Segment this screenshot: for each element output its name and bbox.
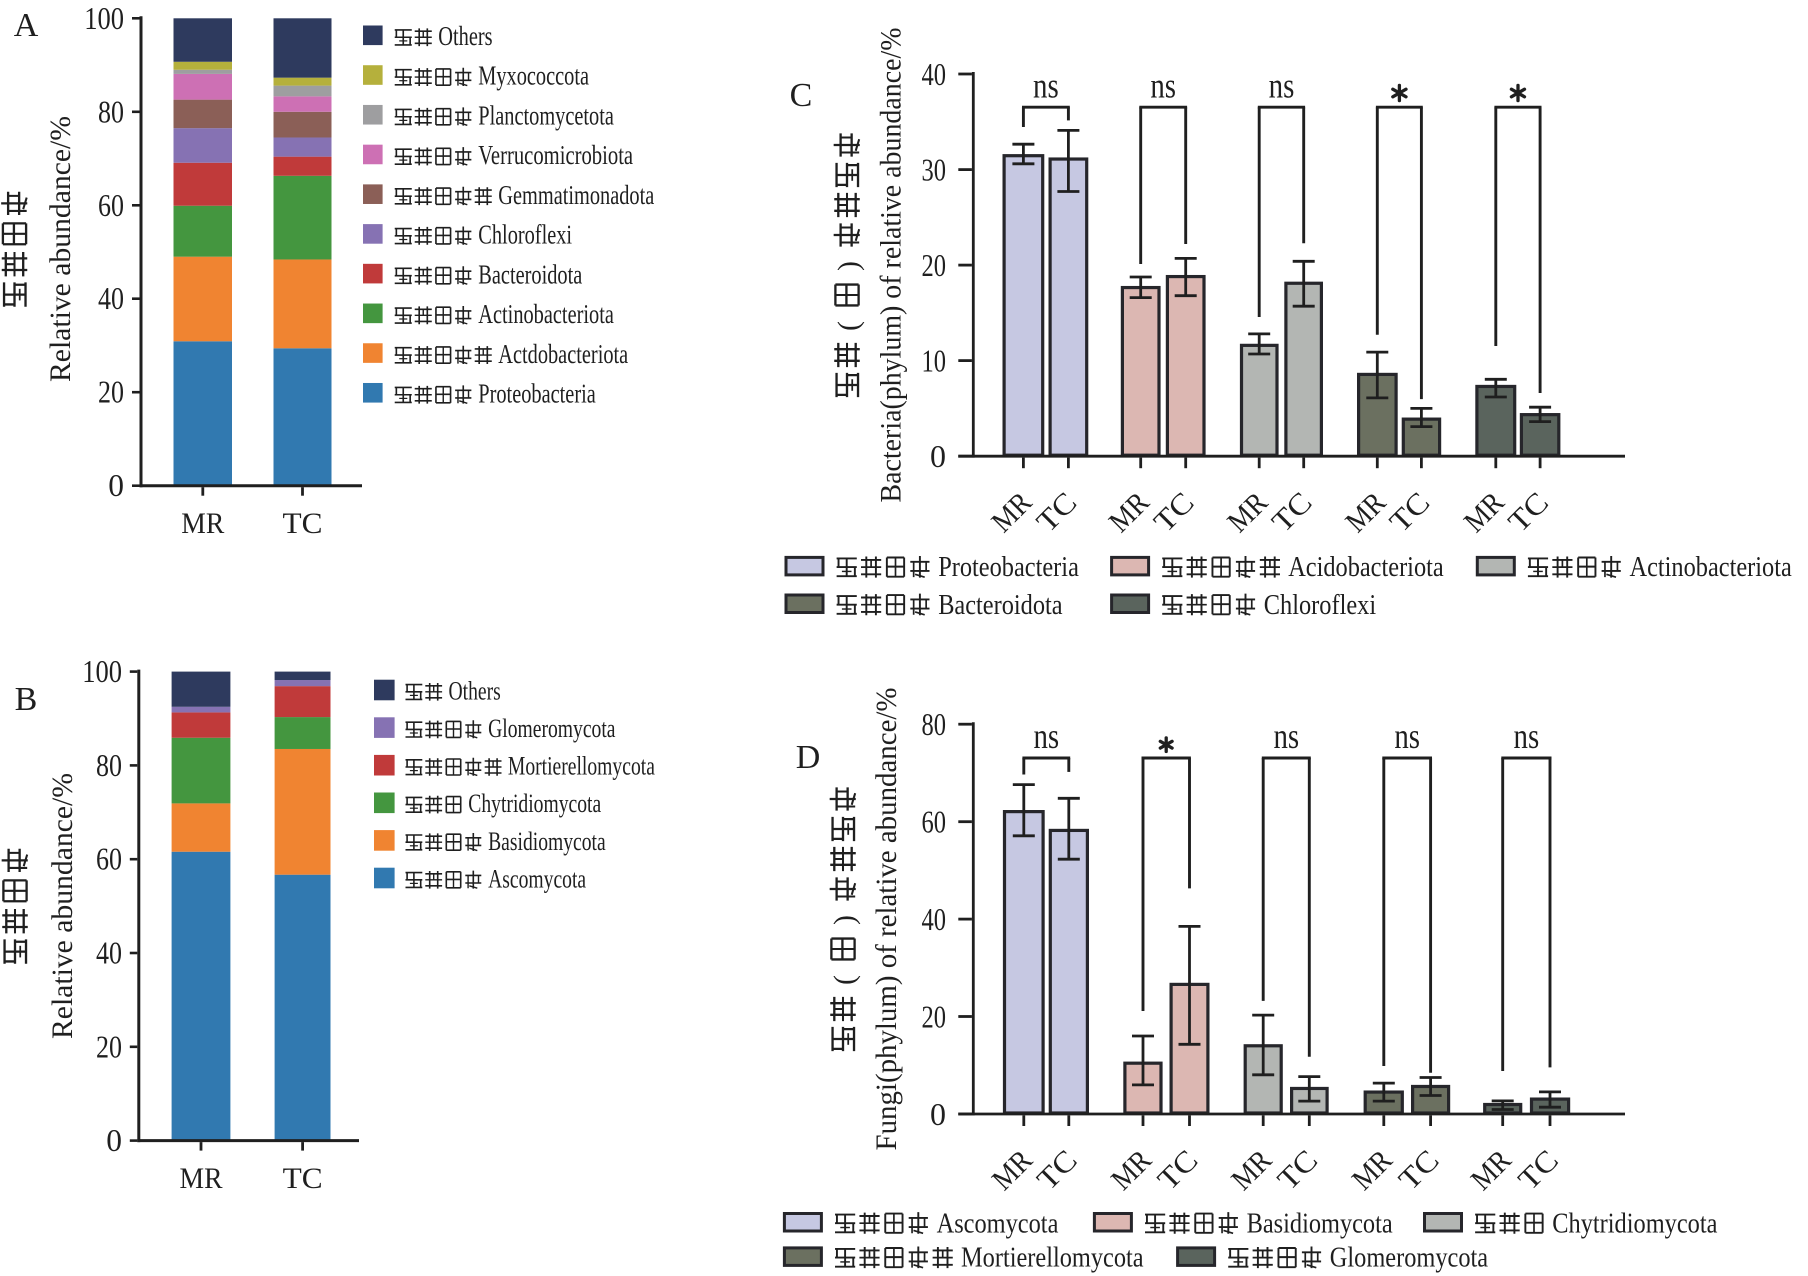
- svg-text:Basidiomycota: Basidiomycota: [488, 826, 606, 856]
- svg-text:30: 30: [922, 152, 947, 188]
- svg-text:B: B: [15, 681, 38, 718]
- svg-text:ns: ns: [1150, 65, 1176, 105]
- svg-text:40: 40: [96, 936, 122, 971]
- svg-text:Others: Others: [449, 675, 501, 705]
- svg-text:0: 0: [930, 438, 946, 474]
- svg-text:A: A: [14, 7, 39, 44]
- svg-text:ns: ns: [1394, 716, 1420, 756]
- svg-text:Planctomycetota: Planctomycetota: [478, 99, 614, 130]
- svg-text:Actinobacteriota: Actinobacteriota: [478, 298, 614, 329]
- svg-text:MR: MR: [181, 507, 224, 540]
- svg-text:Chytridiomycota: Chytridiomycota: [468, 788, 601, 818]
- svg-text:(: (: [828, 975, 861, 985]
- svg-text:Proteobacteria: Proteobacteria: [478, 378, 596, 409]
- svg-text:Acidobacteriota: Acidobacteriota: [1288, 551, 1444, 583]
- svg-text:Glomeromycota: Glomeromycota: [488, 713, 616, 743]
- svg-text:20: 20: [922, 999, 947, 1035]
- svg-text:Bacteroidota: Bacteroidota: [938, 589, 1062, 621]
- svg-text:80: 80: [96, 748, 122, 783]
- svg-text:Chytridiomycota: Chytridiomycota: [1552, 1207, 1717, 1239]
- svg-text:0: 0: [930, 1096, 946, 1132]
- svg-text:C: C: [790, 77, 813, 114]
- svg-text:Chloroflexi: Chloroflexi: [1264, 589, 1376, 621]
- svg-text:ns: ns: [1514, 716, 1540, 756]
- svg-text:Others: Others: [438, 20, 492, 51]
- svg-text:Fungi(phylum) of relative abun: Fungi(phylum) of relative abundance/%: [870, 688, 903, 1151]
- svg-text:ns: ns: [1033, 65, 1059, 105]
- svg-text:Glomeromycota: Glomeromycota: [1330, 1242, 1488, 1274]
- svg-text:Mortierellomycota: Mortierellomycota: [961, 1242, 1144, 1274]
- svg-text:40: 40: [98, 281, 124, 316]
- svg-text:): ): [832, 261, 865, 271]
- svg-text:Relative abundance/%: Relative abundance/%: [44, 116, 77, 382]
- svg-text:60: 60: [98, 188, 124, 223]
- svg-text:TC: TC: [283, 1162, 323, 1195]
- svg-text:Basidiomycota: Basidiomycota: [1247, 1207, 1393, 1239]
- svg-text:TC: TC: [283, 507, 323, 540]
- svg-text:Gemmatimonadota: Gemmatimonadota: [498, 179, 654, 210]
- svg-text:Myxococcota: Myxococcota: [478, 60, 589, 91]
- svg-text:): ): [828, 915, 861, 925]
- svg-text:60: 60: [96, 842, 122, 877]
- svg-text:ns: ns: [1033, 716, 1059, 756]
- svg-text:Actinobacteriota: Actinobacteriota: [1630, 551, 1792, 583]
- svg-text:Proteobacteria: Proteobacteria: [938, 551, 1079, 583]
- svg-text:80: 80: [98, 94, 124, 129]
- svg-text:ns: ns: [1269, 65, 1295, 105]
- svg-text:40: 40: [922, 901, 947, 937]
- svg-text:(: (: [832, 321, 865, 331]
- svg-text:ns: ns: [1273, 716, 1299, 756]
- svg-text:20: 20: [922, 247, 947, 283]
- svg-text:Bacteria(phylum) of relative a: Bacteria(phylum) of relative abundance/%: [875, 28, 908, 503]
- svg-text:100: 100: [84, 1, 124, 36]
- svg-text:Chloroflexi: Chloroflexi: [478, 219, 572, 250]
- svg-text:Ascomycota: Ascomycota: [937, 1207, 1059, 1239]
- svg-text:Ascomycota: Ascomycota: [488, 863, 586, 893]
- svg-text:0: 0: [108, 468, 124, 503]
- svg-text:40: 40: [922, 56, 947, 92]
- svg-text:80: 80: [922, 706, 947, 742]
- svg-text:0: 0: [106, 1123, 122, 1158]
- svg-text:Relative abundance/%: Relative abundance/%: [46, 773, 79, 1039]
- svg-text:Bacteroidota: Bacteroidota: [478, 258, 582, 289]
- svg-text:10: 10: [922, 343, 947, 379]
- svg-text:Mortierellomycota: Mortierellomycota: [508, 751, 655, 781]
- svg-text:20: 20: [96, 1029, 122, 1064]
- svg-text:D: D: [796, 739, 821, 776]
- svg-text:20: 20: [98, 375, 124, 410]
- svg-text:MR: MR: [180, 1162, 223, 1195]
- svg-text:100: 100: [82, 654, 122, 689]
- svg-text:Actdobacteriota: Actdobacteriota: [498, 338, 628, 369]
- svg-text:60: 60: [922, 804, 947, 840]
- svg-text:Verrucomicrobiota: Verrucomicrobiota: [478, 139, 633, 170]
